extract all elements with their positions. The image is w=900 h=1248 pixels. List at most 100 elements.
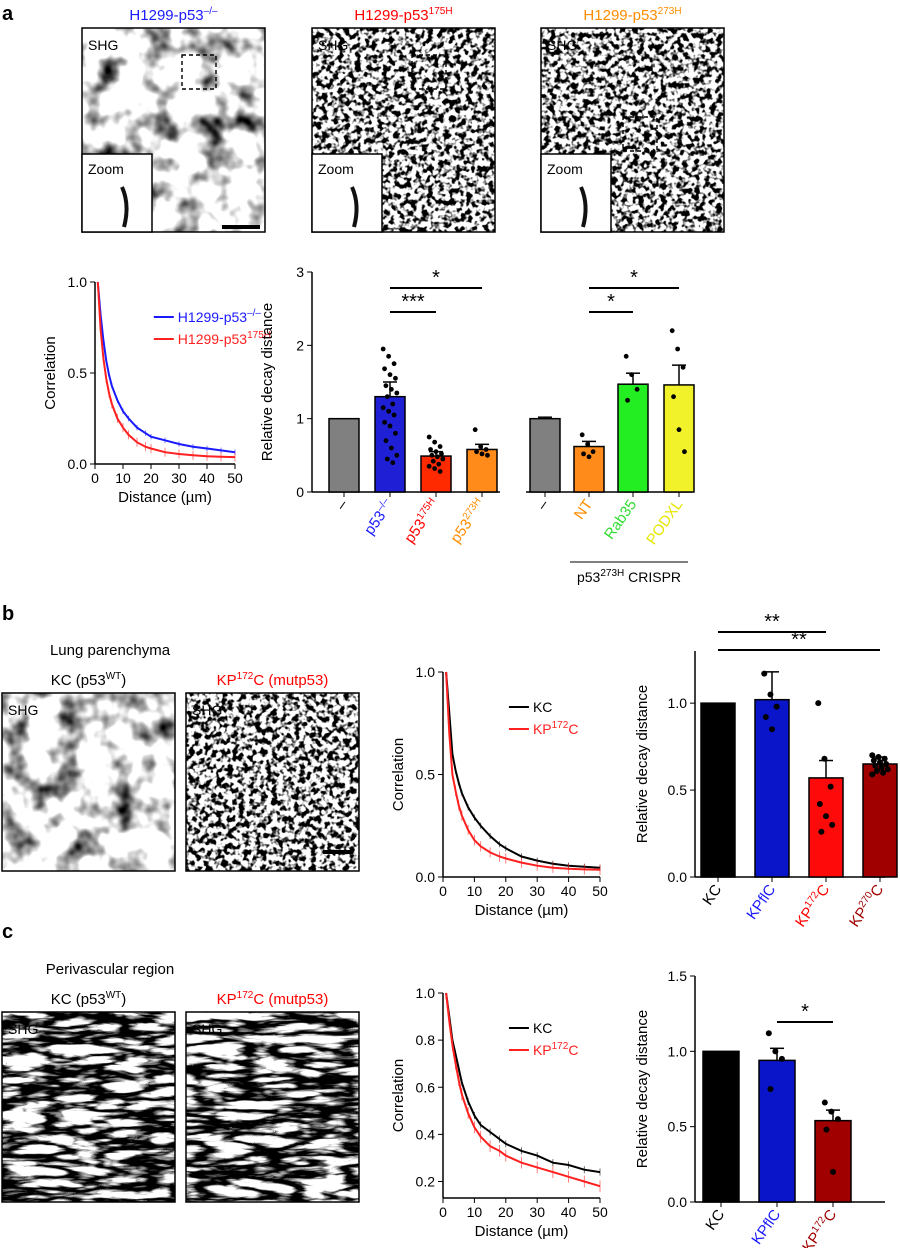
y-axis-label: Correlation — [390, 1059, 407, 1132]
y-tick-label: 1.0 — [668, 1043, 688, 1059]
micrograph-0: SHG Zoom — [81, 27, 266, 233]
series-line-1 — [445, 992, 601, 1188]
image-frame — [1, 692, 176, 872]
chart-c-decay-bar: 0.0 0.5 1.0 1.5 Relative decay distance KC KPf… — [634, 968, 885, 1248]
zoom-inset — [81, 153, 153, 233]
series-line-0 — [96, 281, 236, 454]
series-line-1 — [445, 671, 601, 871]
data-point — [877, 759, 883, 766]
data-point — [440, 456, 446, 462]
bar-KPflC — [758, 1059, 796, 1203]
data-point — [394, 390, 400, 396]
data-point — [818, 828, 825, 835]
micrograph-1: SHG Zoom — [311, 27, 496, 233]
y-tick-label: 0.5 — [68, 365, 88, 381]
zoom-detail — [579, 186, 588, 228]
data-point — [823, 813, 829, 820]
x-category-label-0: – — [333, 496, 352, 513]
significance-label: *** — [401, 291, 425, 313]
x-category-label-0: KC — [702, 1206, 728, 1233]
data-point — [388, 386, 394, 392]
data-point — [884, 766, 891, 773]
data-point — [428, 447, 433, 452]
data-point — [767, 1086, 774, 1092]
data-point — [815, 700, 822, 707]
data-point — [383, 383, 389, 389]
data-point — [382, 419, 387, 425]
data-point — [629, 372, 635, 378]
data-point — [761, 670, 768, 677]
legend-label-0: KC — [533, 1020, 552, 1036]
data-point — [433, 449, 439, 455]
panel-c-images: SHG KC (p53WT) SHG KP172C (mutp53) — [1, 990, 360, 1203]
y-tick-label: 2 — [296, 337, 304, 353]
x-axis-label: Distance (µm) — [118, 489, 212, 506]
data-point — [384, 456, 390, 462]
image-frame — [540, 27, 725, 233]
panel-label-b: b — [2, 603, 14, 625]
chart-a-correlation: 0 10 20 30 40 50 0.0 0.5 1.0 Distance (µm) Correla… — [42, 274, 271, 506]
data-point — [669, 328, 675, 334]
y-tick-label: 0.4 — [416, 1126, 436, 1142]
x-tick-label: 20 — [498, 883, 514, 899]
significance-label: * — [801, 1001, 809, 1023]
y-tick-label: 1.0 — [668, 695, 688, 711]
x-tick-label: 0 — [439, 883, 447, 899]
panel-label-c: c — [2, 921, 13, 943]
x-tick-label: 40 — [561, 1204, 577, 1220]
image-title-0: H1299-p53–/– — [129, 6, 218, 24]
y-tick-label: 0.5 — [416, 767, 436, 783]
micrograph-1: SHG — [185, 1011, 360, 1203]
image-title-2: H1299-p53273H — [583, 6, 681, 24]
data-point — [394, 452, 400, 458]
data-point — [634, 386, 640, 392]
y-tick-label: 1 — [296, 411, 304, 427]
legend-label-1: KP172C — [533, 720, 579, 737]
data-point — [439, 451, 444, 457]
data-point — [474, 449, 479, 455]
data-point — [426, 463, 432, 469]
image-title-0: KC (p53WT) — [51, 990, 127, 1008]
data-point — [883, 761, 890, 767]
image-frame — [185, 692, 360, 872]
data-point — [380, 405, 386, 411]
data-point — [816, 800, 823, 807]
data-point — [773, 703, 780, 710]
x-category-label-2: KP172C — [791, 881, 833, 930]
data-point — [390, 401, 396, 407]
x-tick-label: 50 — [592, 1204, 608, 1220]
data-point — [382, 366, 387, 372]
bar-– — [328, 417, 360, 493]
data-point — [478, 444, 484, 449]
significance-label: * — [607, 291, 615, 313]
data-point — [384, 394, 390, 400]
x-tick-label: 10 — [115, 470, 131, 486]
significance-label: * — [630, 267, 638, 289]
bar-KP172C — [808, 777, 844, 878]
data-point — [437, 444, 443, 449]
x-tick-label: 30 — [529, 883, 545, 899]
bar-NT — [573, 445, 605, 493]
x-category-label-3: p53273H — [446, 496, 489, 546]
x-tick-label: 50 — [592, 883, 608, 899]
zoom-region-box — [622, 116, 658, 152]
x-category-label-3: KP270C — [845, 881, 887, 930]
x-category-label-2: KP172C — [798, 1206, 840, 1248]
x-category-label-7: PODXL — [643, 497, 686, 548]
data-point — [383, 438, 389, 444]
y-axis-label: Relative decay distance — [634, 1010, 651, 1168]
image-title-1: KP172C (mutp53) — [217, 671, 329, 689]
x-category-label-1: KPflC — [748, 1206, 784, 1247]
image-texture — [186, 1012, 359, 1202]
x-tick-label: 10 — [467, 883, 483, 899]
panel-label-a: a — [2, 3, 14, 25]
data-point — [869, 771, 876, 778]
x-tick-label: 10 — [467, 1204, 483, 1220]
image-texture — [2, 1012, 175, 1202]
data-point — [823, 1126, 830, 1133]
zoom-region-box — [411, 54, 447, 90]
panel-b-images: SHG KC (p53WT) SHG KP172C (mutp53) — [1, 671, 360, 872]
data-point — [429, 452, 435, 458]
legend-label-0: KC — [533, 699, 552, 715]
